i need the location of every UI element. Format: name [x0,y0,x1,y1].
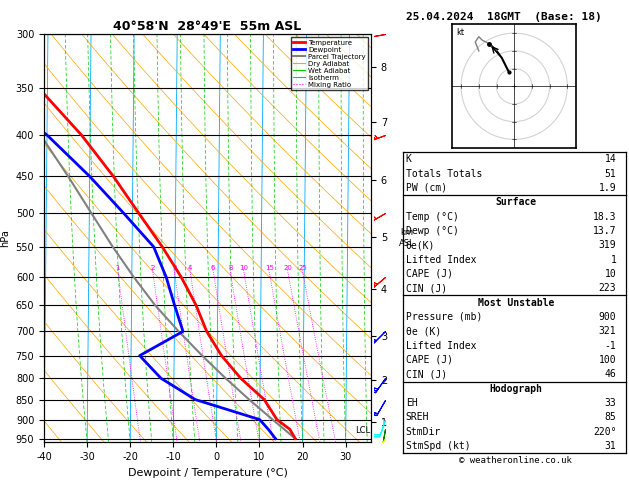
Text: θe (K): θe (K) [406,326,441,336]
Text: CIN (J): CIN (J) [406,283,447,294]
Text: 1: 1 [611,255,616,265]
Text: 3: 3 [172,265,177,271]
Text: 8: 8 [228,265,233,271]
Text: 223: 223 [599,283,616,294]
Text: 220°: 220° [593,427,616,437]
Text: 4: 4 [188,265,192,271]
Y-axis label: hPa: hPa [0,229,10,247]
Text: StmSpd (kt): StmSpd (kt) [406,441,470,451]
Text: 51: 51 [604,169,616,179]
Text: 15: 15 [265,265,274,271]
Text: 18.3: 18.3 [593,211,616,222]
Text: CAPE (J): CAPE (J) [406,355,453,365]
Text: K: K [406,154,411,164]
Text: Lifted Index: Lifted Index [406,255,476,265]
Text: CAPE (J): CAPE (J) [406,269,453,279]
Text: Totals Totals: Totals Totals [406,169,482,179]
Text: 33: 33 [604,398,616,408]
Text: Most Unstable: Most Unstable [477,297,554,308]
Text: 85: 85 [604,412,616,422]
Text: Temp (°C): Temp (°C) [406,211,459,222]
Text: Surface: Surface [495,197,537,208]
Text: CIN (J): CIN (J) [406,369,447,380]
Text: 25: 25 [298,265,307,271]
Text: Hodograph: Hodograph [489,383,542,394]
Text: EH: EH [406,398,418,408]
Text: 14: 14 [604,154,616,164]
Text: Dewp (°C): Dewp (°C) [406,226,459,236]
Text: 13.7: 13.7 [593,226,616,236]
Text: 1: 1 [116,265,120,271]
Text: 2: 2 [150,265,155,271]
Text: Pressure (mb): Pressure (mb) [406,312,482,322]
Text: 321: 321 [599,326,616,336]
Text: 319: 319 [599,240,616,250]
Text: 10: 10 [604,269,616,279]
Text: 20: 20 [283,265,292,271]
Text: kt: kt [456,28,464,37]
Text: 1.9: 1.9 [599,183,616,193]
Text: SREH: SREH [406,412,429,422]
Text: 31: 31 [604,441,616,451]
Text: θe(K): θe(K) [406,240,435,250]
Text: LCL: LCL [355,426,370,435]
Text: 46: 46 [604,369,616,380]
Text: 6: 6 [211,265,216,271]
Text: -1: -1 [604,341,616,351]
Text: 25.04.2024  18GMT  (Base: 18): 25.04.2024 18GMT (Base: 18) [406,12,601,22]
X-axis label: Dewpoint / Temperature (°C): Dewpoint / Temperature (°C) [128,468,287,478]
Title: 40°58'N  28°49'E  55m ASL: 40°58'N 28°49'E 55m ASL [113,20,302,33]
Text: 900: 900 [599,312,616,322]
Text: StmDir: StmDir [406,427,441,437]
Text: Lifted Index: Lifted Index [406,341,476,351]
Text: 10: 10 [239,265,248,271]
Text: © weatheronline.co.uk: © weatheronline.co.uk [459,456,572,465]
Text: PW (cm): PW (cm) [406,183,447,193]
Text: 100: 100 [599,355,616,365]
Y-axis label: km
ASL: km ASL [399,228,415,248]
Legend: Temperature, Dewpoint, Parcel Trajectory, Dry Adiabat, Wet Adiabat, Isotherm, Mi: Temperature, Dewpoint, Parcel Trajectory… [291,37,367,90]
